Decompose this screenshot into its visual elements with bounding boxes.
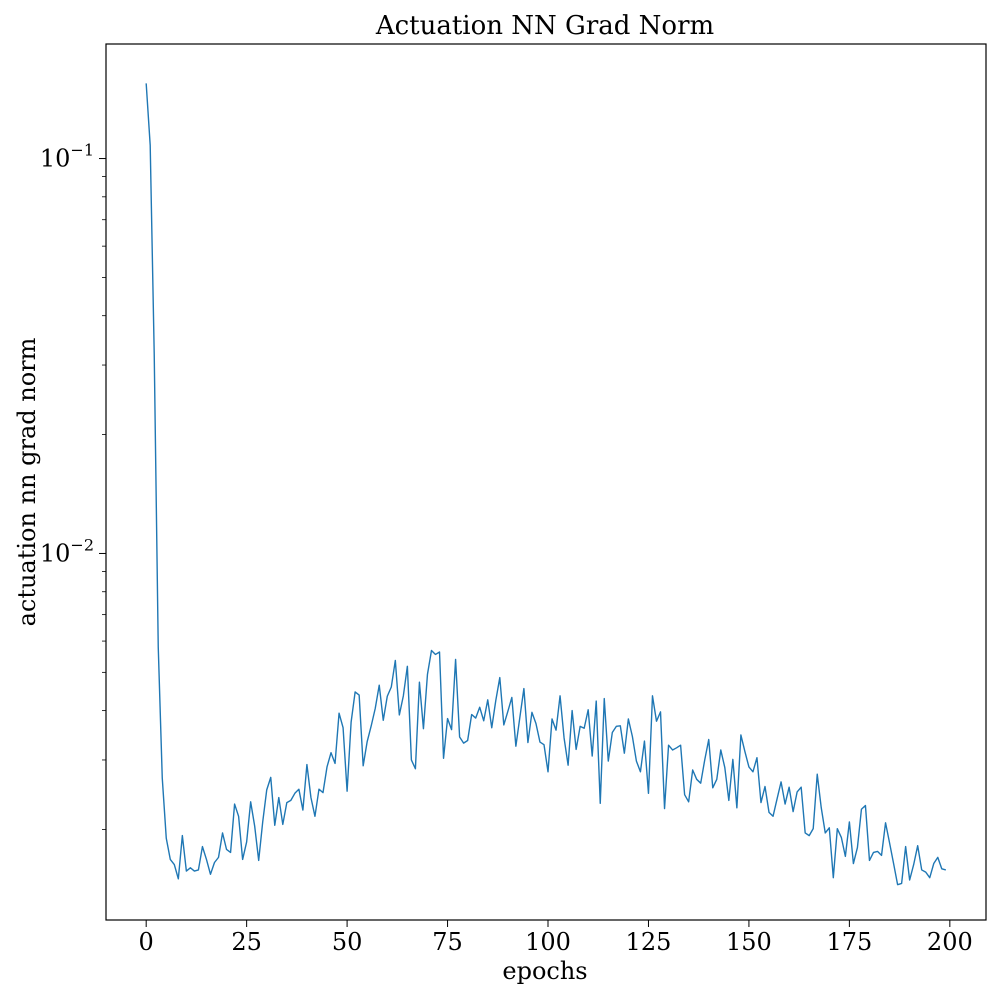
x-axis-label: epochs [502, 957, 587, 985]
x-axis: 0 25 50 75 100 125 150 175 200 [139, 920, 973, 956]
y-axis: 10−1 10−2 [40, 141, 106, 830]
plot-frame [105, 43, 987, 921]
x-tick-label: 125 [626, 928, 672, 956]
y-axis-label: actuation nn grad norm [13, 337, 41, 626]
x-tick-label: 200 [927, 928, 973, 956]
x-tick-label: 100 [525, 928, 571, 956]
x-tick-label: 175 [826, 928, 872, 956]
series-line [145, 83, 947, 886]
x-tick-label: 0 [139, 928, 154, 956]
x-tick-label: 50 [332, 928, 363, 956]
y-tick-label: 10−2 [40, 535, 94, 567]
chart-title: Actuation NN Grad Norm [375, 11, 714, 41]
x-tick-label: 25 [231, 928, 262, 956]
y-tick-label: 10−1 [40, 141, 94, 173]
series-layer [145, 83, 947, 886]
x-tick-label: 75 [432, 928, 463, 956]
x-tick-label: 150 [726, 928, 772, 956]
